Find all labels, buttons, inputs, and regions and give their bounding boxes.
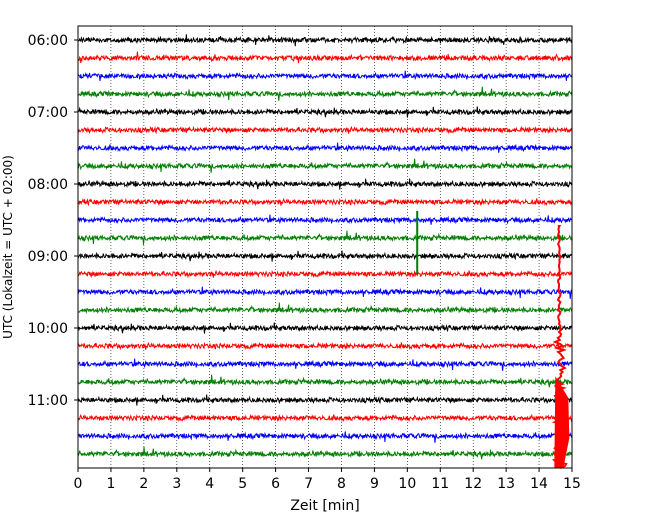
y-axis-label: UTC (Lokalzeit = UTC + 02:00) bbox=[1, 155, 15, 339]
y-tick-label: 06:00 bbox=[28, 33, 68, 49]
y-axis: 06:00 07:00 08:00 09:00 10:00 11:00 bbox=[28, 33, 78, 409]
x-tick-label: 14 bbox=[530, 476, 548, 492]
seismic-trace bbox=[77, 125, 573, 135]
x-axis: 0 1 2 3 4 5 6 7 8 9 10 11 12 13 14 15 bbox=[74, 468, 581, 492]
seismic-trace bbox=[77, 412, 573, 423]
seismic-trace bbox=[77, 158, 573, 173]
seismic-trace bbox=[77, 322, 573, 334]
x-tick-label: 10 bbox=[398, 476, 416, 492]
x-axis-label: Zeit [min] bbox=[290, 498, 359, 514]
x-tick-label: 11 bbox=[431, 476, 449, 492]
seismic-trace bbox=[77, 34, 573, 47]
seismic-trace bbox=[77, 341, 573, 351]
x-tick-label: 1 bbox=[106, 476, 115, 492]
seismic-trace bbox=[77, 86, 573, 101]
trace-group bbox=[77, 34, 573, 460]
seismic-trace bbox=[77, 394, 573, 406]
y-tick-label: 11:00 bbox=[28, 393, 68, 409]
seismic-trace bbox=[77, 250, 573, 262]
x-tick-label: 3 bbox=[172, 476, 181, 492]
x-tick-label: 7 bbox=[304, 476, 313, 492]
x-tick-label: 15 bbox=[563, 476, 581, 492]
y-tick-label: 09:00 bbox=[28, 249, 68, 265]
x-tick-label: 2 bbox=[139, 476, 148, 492]
plot-frame bbox=[77, 25, 573, 469]
seismic-trace bbox=[77, 269, 572, 279]
seismic-trace bbox=[77, 142, 573, 153]
seismic-trace bbox=[77, 70, 573, 82]
seismic-trace bbox=[77, 286, 573, 299]
x-tick-label: 4 bbox=[205, 476, 214, 492]
x-tick-label: 5 bbox=[238, 476, 247, 492]
seismic-trace bbox=[77, 178, 573, 190]
seismic-trace bbox=[77, 446, 573, 460]
x-tick-label: 9 bbox=[370, 476, 379, 492]
seismic-trace bbox=[77, 431, 573, 443]
seismic-trace bbox=[77, 374, 573, 388]
y-tick-label: 08:00 bbox=[28, 177, 68, 193]
event-group bbox=[416, 211, 570, 469]
x-tick-label: 6 bbox=[271, 476, 280, 492]
seismic-trace bbox=[77, 358, 573, 371]
seismic-trace bbox=[77, 302, 573, 315]
seismic-trace bbox=[77, 106, 573, 118]
y-tick-label: 07:00 bbox=[28, 105, 68, 121]
seismic-trace bbox=[77, 214, 573, 225]
x-tick-label: 12 bbox=[464, 476, 482, 492]
x-tick-label: 13 bbox=[497, 476, 515, 492]
seismic-trace bbox=[77, 230, 573, 245]
x-tick-label: 0 bbox=[74, 476, 83, 492]
seismic-trace bbox=[77, 197, 573, 207]
earthquake-envelope bbox=[554, 376, 570, 469]
seismic-trace bbox=[77, 51, 573, 64]
x-tick-label: 8 bbox=[337, 476, 346, 492]
y-tick-label: 10:00 bbox=[28, 321, 68, 337]
